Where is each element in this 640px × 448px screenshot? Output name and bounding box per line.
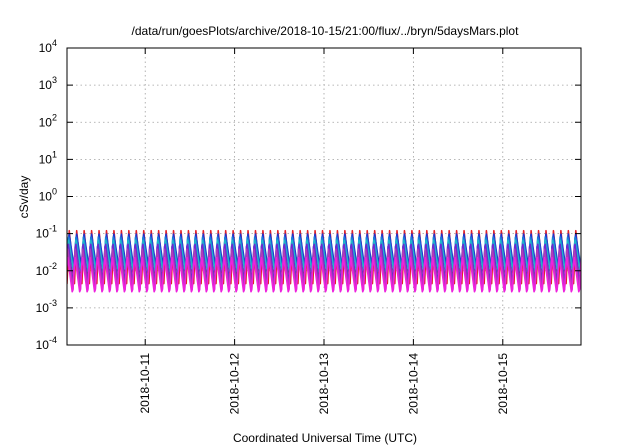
y-tick-label: 10-2 [36,261,57,278]
series-line [67,256,581,293]
y-tick-label: 104 [39,38,57,55]
series-line [67,239,581,271]
y-tick-label: 100 [39,187,57,204]
y-tick-label: 10-4 [36,335,57,352]
x-axis-label: Coordinated Universal Time (UTC) [233,431,417,445]
ticks: 10-4 10-3 10-2 10-1 100 101 102 103 104 2018-10-1… [36,38,581,414]
x-tick-label: 2018-10-14 [406,353,420,415]
y-tick-label: 10-3 [36,298,57,315]
y-tick-label: 10-1 [36,224,57,241]
x-tick-label: 2018-10-11 [138,353,152,414]
y-tick-label: 103 [39,75,57,92]
y-tick-label: 101 [39,149,57,166]
y-tick-label: 102 [39,112,57,129]
y-axis-label: cSv/day [17,176,31,219]
x-tick-label: 2018-10-12 [228,353,242,415]
x-tick-label: 2018-10-13 [317,353,331,415]
chart-title: /data/run/goesPlots/archive/2018-10-15/2… [132,24,520,38]
series-layer [67,229,581,293]
x-tick-label: 2018-10-15 [496,353,510,415]
grid [67,48,581,345]
